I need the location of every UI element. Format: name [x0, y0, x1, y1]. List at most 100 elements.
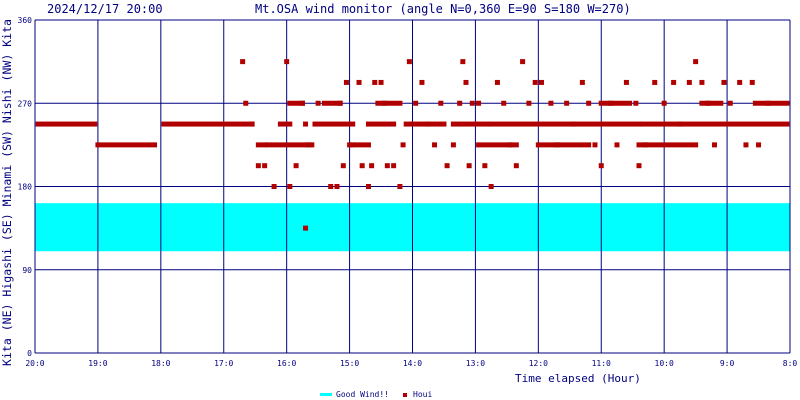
houi-point: [249, 121, 255, 127]
x-tick-label: 16:0: [277, 359, 296, 368]
houi-marker-run: [95, 142, 158, 148]
houi-marker-run: [699, 100, 724, 106]
y-axis-label: Kita (NE) Higashi (SE) Minami (SW) Nishi…: [0, 19, 14, 366]
houi-point: [579, 79, 585, 85]
x-tick-label: 8:0: [783, 359, 798, 368]
houi-point: [693, 59, 699, 65]
houi-point: [444, 163, 450, 169]
houi-point: [469, 100, 475, 106]
houi-marker-run: [476, 142, 519, 148]
houi-point: [315, 100, 321, 106]
houi-point: [482, 163, 488, 169]
houi-point: [419, 79, 425, 85]
houi-point: [538, 79, 544, 85]
houi-point: [369, 163, 375, 169]
houi-marker-run: [598, 100, 633, 106]
houi-point: [532, 79, 538, 85]
houi-marker-run: [287, 100, 305, 106]
houi-marker-run: [752, 100, 790, 106]
houi-point: [406, 59, 412, 65]
houi-point: [586, 100, 592, 106]
houi-point: [413, 100, 419, 106]
houi-point: [520, 59, 526, 65]
houi-point: [359, 163, 365, 169]
houi-point: [347, 142, 353, 148]
houi-point: [494, 79, 500, 85]
houi-point: [384, 163, 390, 169]
houi-point: [513, 163, 519, 169]
legend: Good Wind!! Houi: [320, 390, 432, 399]
houi-point: [548, 100, 554, 106]
houi-marker-run: [636, 142, 699, 148]
x-tick-label: 13:0: [466, 359, 485, 368]
houi-point: [633, 100, 639, 106]
houi-marker-run: [403, 121, 447, 127]
houi-point: [756, 142, 762, 148]
x-tick-label: 14:0: [403, 359, 422, 368]
houi-point: [598, 163, 604, 169]
houi-point: [397, 184, 403, 189]
houi-marker-run: [365, 121, 397, 127]
houi-point: [378, 79, 384, 85]
houi-marker-run: [535, 142, 592, 148]
houi-marker-run: [312, 121, 356, 127]
chart-title: Mt.OSA wind monitor (angle N=0,360 E=90 …: [255, 2, 631, 16]
houi-point: [356, 79, 362, 85]
x-tick-label: 17:0: [214, 359, 233, 368]
houi-point: [686, 79, 692, 85]
houi-point: [592, 142, 598, 148]
houi-point: [303, 121, 309, 127]
x-axis-label: Time elapsed (Hour): [515, 372, 641, 385]
houi-point: [652, 79, 658, 85]
legend-houi-swatch: [403, 393, 407, 397]
houi-point: [476, 100, 482, 106]
houi-point: [712, 142, 717, 148]
houi-point: [343, 79, 349, 85]
houi-marker-run: [639, 121, 790, 127]
houi-marker-run: [161, 121, 255, 127]
chart-timestamp: 2024/12/17 20:00: [47, 2, 163, 16]
houi-point: [334, 184, 340, 189]
houi-marker-run: [321, 100, 343, 106]
x-tick-label: 15:0: [340, 359, 359, 368]
houi-point: [488, 184, 494, 189]
x-tick-label: 18:0: [151, 359, 170, 368]
houi-point: [564, 100, 570, 106]
houi-point: [554, 142, 560, 148]
x-tick-label: 11:0: [592, 359, 611, 368]
houi-marker-run: [488, 121, 642, 127]
houi-point: [699, 79, 705, 85]
x-tick-label: 12:0: [529, 359, 548, 368]
houi-point: [381, 100, 387, 106]
houi-point: [737, 79, 743, 85]
houi-point: [287, 184, 293, 189]
houi-point: [432, 142, 438, 148]
houi-point: [271, 184, 277, 189]
houi-point: [765, 100, 771, 106]
houi-point: [705, 100, 711, 106]
houi-point: [457, 100, 463, 106]
houi-marker-run: [277, 121, 293, 127]
houi-point: [365, 184, 371, 189]
x-tick-label: 9:0: [720, 359, 735, 368]
houi-point: [661, 100, 667, 106]
legend-good-wind-label: Good Wind!!: [336, 390, 389, 399]
houi-point: [240, 59, 246, 65]
houi-point: [507, 142, 513, 148]
houi-point: [303, 225, 309, 231]
houi-point: [671, 79, 677, 85]
houi-point: [262, 163, 268, 169]
houi-point: [350, 142, 356, 148]
legend-good-wind-swatch: [320, 393, 332, 396]
houi-point: [721, 79, 727, 85]
houi-point: [642, 142, 648, 148]
houi-point: [284, 59, 290, 65]
houi-point: [438, 100, 444, 106]
houi-marker-run: [375, 100, 403, 106]
x-tick-label: 20:0: [25, 359, 44, 368]
y-tick-label: 90: [22, 266, 32, 275]
houi-marker-run: [353, 142, 371, 148]
houi-point: [299, 100, 305, 106]
